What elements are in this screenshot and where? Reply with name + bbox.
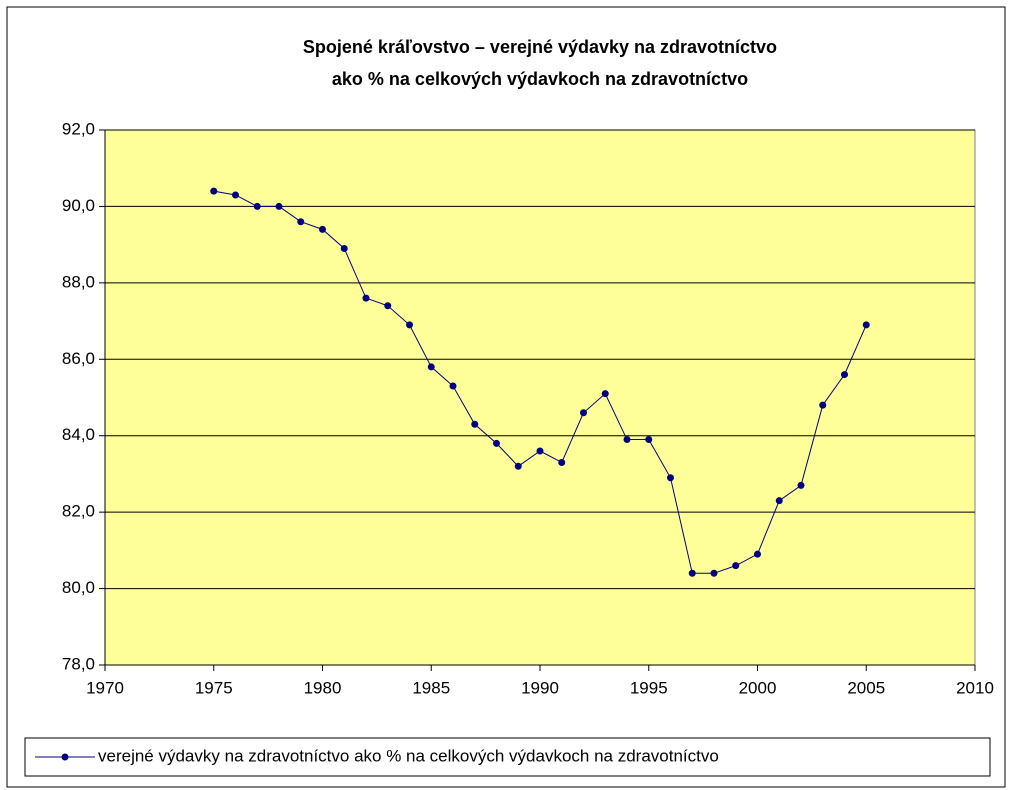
marker xyxy=(623,436,631,444)
marker xyxy=(754,550,761,558)
marker xyxy=(688,569,696,577)
marker xyxy=(667,474,674,482)
legend-label: verejné výdavky na zdravotníctvo ako % n… xyxy=(98,746,719,765)
marker xyxy=(797,481,805,489)
y-tick-label: 88,0 xyxy=(62,272,95,291)
marker xyxy=(210,187,218,195)
y-tick-label: 82,0 xyxy=(62,502,95,521)
y-tick-label: 80,0 xyxy=(62,578,95,597)
y-tick-label: 90,0 xyxy=(62,196,95,215)
y-tick-label: 78,0 xyxy=(62,654,95,673)
marker xyxy=(362,294,370,302)
marker xyxy=(232,191,239,199)
legend xyxy=(24,737,991,777)
x-tick-label: 1995 xyxy=(630,678,668,697)
y-tick-label: 84,0 xyxy=(62,425,95,444)
marker xyxy=(601,390,609,398)
chart-title: Spojené kráľovstvo – verejné výdavky na … xyxy=(303,37,777,57)
x-tick-label: 1990 xyxy=(521,678,559,697)
marker xyxy=(297,218,305,226)
marker xyxy=(775,497,783,505)
x-tick-label: 1985 xyxy=(412,678,450,697)
y-tick-label: 86,0 xyxy=(62,349,95,368)
marker xyxy=(514,462,522,470)
x-tick-label: 1970 xyxy=(86,678,124,697)
x-tick-label: 1975 xyxy=(195,678,233,697)
marker xyxy=(449,382,457,390)
marker xyxy=(536,447,544,455)
x-tick-label: 2010 xyxy=(956,678,994,697)
marker xyxy=(340,244,348,252)
chart-title: ako % na celkových výdavkoch na zdravotn… xyxy=(332,69,748,89)
legend-marker xyxy=(61,753,69,761)
marker xyxy=(471,420,479,428)
marker xyxy=(275,202,283,210)
marker xyxy=(732,562,740,570)
marker xyxy=(253,202,261,210)
marker xyxy=(580,409,587,417)
marker xyxy=(493,439,500,447)
y-tick-label: 92,0 xyxy=(62,119,95,138)
marker xyxy=(819,401,827,409)
x-tick-label: 2000 xyxy=(739,678,777,697)
marker xyxy=(384,302,392,310)
marker xyxy=(710,569,718,577)
marker xyxy=(862,321,870,329)
marker xyxy=(558,458,566,466)
x-tick-label: 2005 xyxy=(847,678,885,697)
plot-area xyxy=(104,129,976,666)
marker xyxy=(645,436,653,444)
marker xyxy=(427,363,435,371)
marker xyxy=(406,321,413,329)
marker xyxy=(841,371,848,379)
marker xyxy=(319,225,326,233)
x-tick-label: 1980 xyxy=(304,678,342,697)
